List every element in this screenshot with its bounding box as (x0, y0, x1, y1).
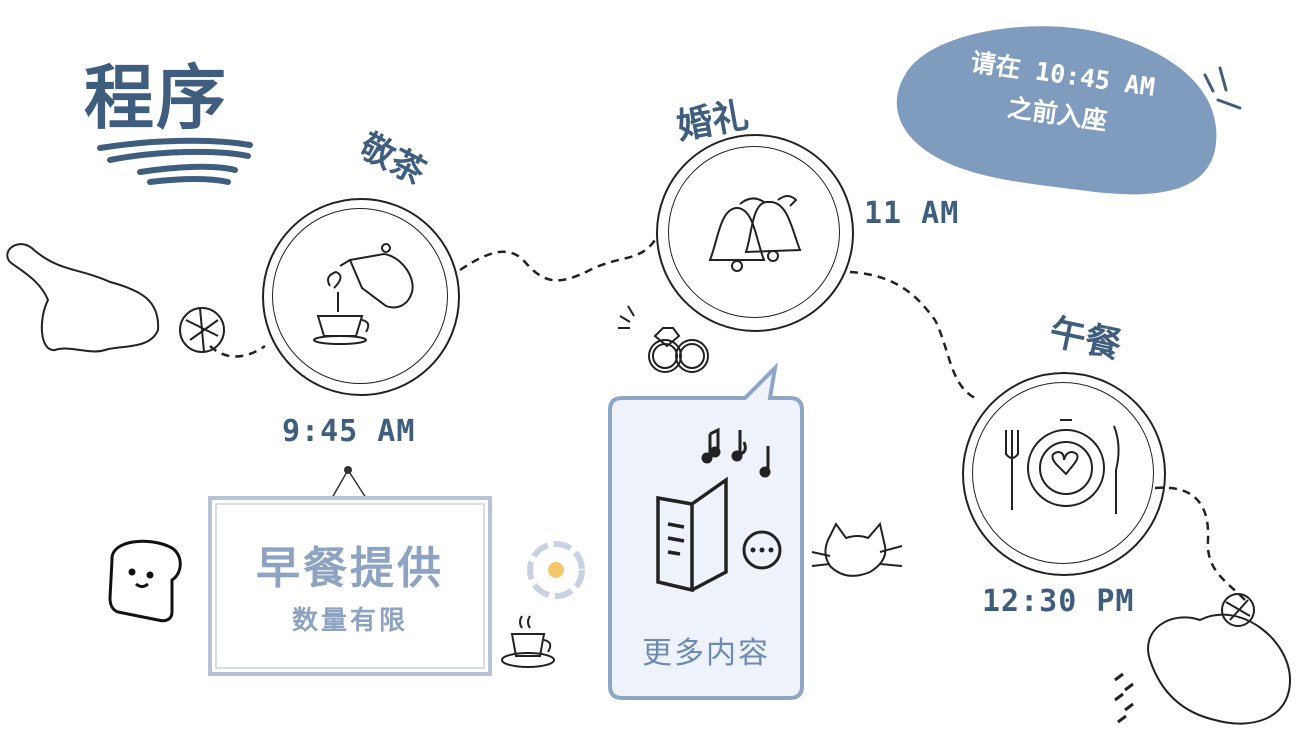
event-time-lunch: 12:30 PM (982, 584, 1135, 619)
plate-icon (1005, 419, 1120, 514)
rings-icon (618, 305, 709, 373)
cat-with-yarn-right (1114, 593, 1292, 725)
program-card-art (656, 427, 782, 593)
page-title: 程序 (84, 57, 228, 139)
event-ring-lunch-inner (972, 382, 1154, 564)
toast-icon (108, 539, 182, 623)
seating-note-bubble (896, 26, 1217, 195)
breakfast-sign-subtitle: 数量有限 (291, 606, 408, 636)
teapot-icon (313, 243, 414, 345)
bells-icon (708, 195, 802, 272)
event-time-tea: 9:45 AM (282, 414, 416, 449)
event-time-wedding: 11 AM (864, 196, 960, 231)
music-notes-icon (701, 427, 771, 478)
event-ring-tea-inner (272, 208, 448, 384)
coffee-cup-icon (501, 615, 555, 668)
event-ring-wedding-inner (668, 146, 840, 318)
event-ring-tea (262, 198, 460, 396)
breakfast-sign-frame (208, 466, 492, 676)
breakfast-sign-title: 早餐提供 (256, 543, 444, 594)
ellipsis-icon (742, 530, 782, 570)
event-ring-lunch (962, 372, 1166, 576)
program-booklet-icon (656, 476, 728, 593)
bubble-accent-strokes (1203, 66, 1242, 110)
flower-icon (527, 541, 585, 599)
cat-playing-left (6, 243, 225, 353)
program-card-bubble (608, 362, 804, 700)
timeline-path (209, 239, 1246, 601)
program-card-label: 更多内容 (642, 636, 770, 671)
event-ring-wedding (656, 134, 854, 332)
cat-face-doodle (811, 521, 903, 577)
title-underline-scribble (97, 137, 253, 185)
